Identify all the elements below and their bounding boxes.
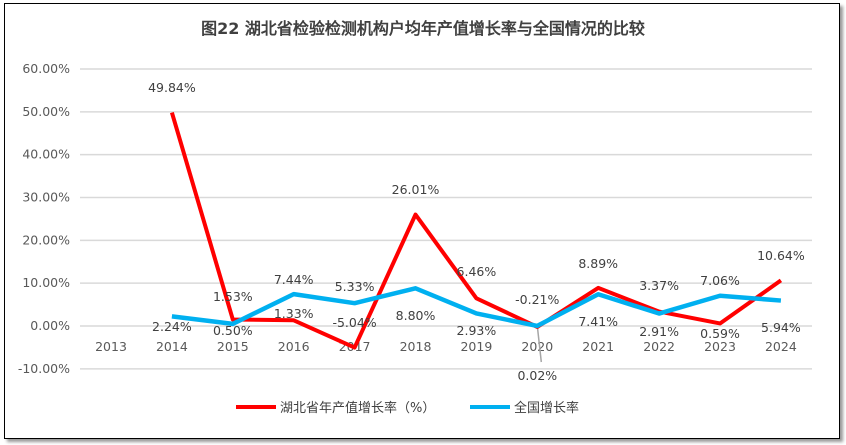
legend-label: 全国增长率 (514, 400, 579, 416)
data-label: 8.80% (396, 308, 436, 323)
y-tick-label: 0.00% (30, 318, 70, 333)
x-tick-label: 2021 (582, 339, 614, 354)
data-label: 0.50% (213, 323, 253, 338)
data-label: -5.04% (332, 315, 376, 330)
x-tick-label: 2023 (704, 339, 736, 354)
x-tick-label: 2024 (765, 339, 797, 354)
data-label: 5.33% (335, 279, 375, 294)
data-label: 7.06% (700, 273, 740, 288)
data-label: 7.41% (578, 314, 618, 329)
y-tick-label: 20.00% (22, 232, 70, 247)
x-tick-label: 2016 (278, 339, 310, 354)
data-label: 1.53% (213, 289, 253, 304)
data-label: 2.91% (639, 324, 679, 339)
data-label: 0.02% (517, 368, 557, 383)
leader-line (536, 325, 543, 363)
y-tick-label: 10.00% (22, 275, 70, 290)
x-tick-label: 2018 (400, 339, 432, 354)
data-label: 10.64% (757, 248, 805, 263)
y-tick-label: 60.00% (22, 61, 70, 76)
chart-title: 图22 湖北省检验检测机构户均年产值增长率与全国情况的比较 (201, 19, 645, 38)
data-label: 1.33% (274, 306, 314, 321)
data-label: 6.46% (457, 264, 497, 279)
x-tick-label: 2013 (95, 339, 127, 354)
data-label: 7.44% (274, 272, 314, 287)
data-label: 2.93% (457, 323, 497, 338)
x-tick-label: 2022 (643, 339, 675, 354)
data-label: 26.01% (392, 182, 440, 197)
data-label: 0.59% (700, 326, 740, 341)
data-label: 5.94% (761, 320, 801, 335)
legend-label: 湖北省年产值增长率（%） (280, 400, 435, 416)
data-label: 49.84% (148, 80, 196, 95)
x-tick-label: 2019 (460, 339, 492, 354)
x-tick-label: 2020 (521, 339, 553, 354)
x-tick-label: 2014 (156, 339, 188, 354)
data-label: -0.21% (515, 292, 559, 307)
y-tick-label: 40.00% (22, 147, 70, 162)
data-label: 8.89% (578, 256, 618, 271)
x-tick-label: 2015 (217, 339, 249, 354)
data-label: 3.37% (639, 278, 679, 293)
y-tick-label: 50.00% (22, 104, 70, 119)
y-tick-label: 30.00% (22, 190, 70, 205)
data-label: 2.24% (152, 319, 192, 334)
y-tick-label: -10.00% (18, 361, 70, 376)
